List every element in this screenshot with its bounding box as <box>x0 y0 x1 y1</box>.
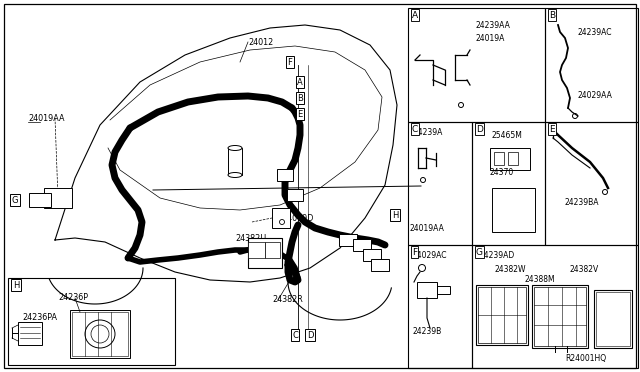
Text: 24239AC: 24239AC <box>578 28 612 36</box>
Text: 24019A: 24019A <box>476 33 506 42</box>
Text: 24019AA: 24019AA <box>410 224 445 232</box>
Bar <box>408 8 545 122</box>
Bar <box>492 188 535 232</box>
Bar <box>44 188 72 208</box>
Text: 24382W: 24382W <box>495 266 527 275</box>
Text: F: F <box>412 247 417 257</box>
Bar <box>277 169 293 181</box>
Bar <box>228 148 242 175</box>
Text: 24029AA: 24029AA <box>578 90 613 99</box>
Text: B: B <box>297 93 303 103</box>
Text: 24012: 24012 <box>248 38 273 46</box>
Bar <box>437 286 450 294</box>
Text: E: E <box>549 125 555 134</box>
Text: 24029AC: 24029AC <box>413 250 447 260</box>
Text: 25465M: 25465M <box>492 131 523 140</box>
Bar <box>70 310 130 358</box>
Bar <box>408 122 472 245</box>
Text: H: H <box>392 211 398 219</box>
Bar <box>472 245 638 368</box>
Text: 24382U: 24382U <box>235 234 266 243</box>
Bar <box>490 148 530 170</box>
Text: 24382V: 24382V <box>570 266 599 275</box>
Text: C: C <box>412 125 419 134</box>
Bar <box>494 152 504 165</box>
Bar <box>339 234 357 246</box>
Text: 24239A: 24239A <box>414 128 444 137</box>
Bar <box>29 193 51 207</box>
Text: A: A <box>412 10 418 19</box>
Text: 24236P: 24236P <box>58 294 88 302</box>
Bar <box>545 122 638 245</box>
Bar <box>508 152 518 165</box>
Text: E: E <box>298 109 303 119</box>
Text: 24239B: 24239B <box>413 327 442 337</box>
Bar <box>371 259 389 271</box>
Bar <box>248 238 282 268</box>
Bar <box>417 282 437 298</box>
Bar <box>18 322 42 345</box>
Ellipse shape <box>228 173 242 177</box>
Bar <box>287 189 303 201</box>
Text: D: D <box>476 125 483 134</box>
Text: A: A <box>297 77 303 87</box>
Bar <box>532 285 588 348</box>
Bar <box>363 249 381 261</box>
Bar <box>596 292 630 346</box>
Bar <box>478 287 526 343</box>
Text: 24239AD: 24239AD <box>480 250 515 260</box>
Text: B: B <box>549 10 555 19</box>
Text: 24239AA: 24239AA <box>476 20 511 29</box>
Bar <box>534 287 586 346</box>
Text: 24388M: 24388M <box>525 276 556 285</box>
Text: 24382R: 24382R <box>272 295 303 305</box>
Text: D: D <box>307 330 313 340</box>
Bar <box>476 285 528 345</box>
Text: 24239BA: 24239BA <box>565 198 600 206</box>
Text: R24001HQ: R24001HQ <box>565 353 606 362</box>
Bar <box>272 208 290 228</box>
Bar <box>8 278 175 365</box>
Bar <box>472 122 545 245</box>
Bar <box>353 239 371 251</box>
Bar <box>248 242 265 258</box>
Bar <box>408 245 472 368</box>
Text: G: G <box>476 247 483 257</box>
Text: 24370: 24370 <box>490 167 515 176</box>
Text: C: C <box>292 330 298 340</box>
Text: H: H <box>13 280 19 289</box>
Text: G: G <box>12 196 19 205</box>
Bar <box>72 312 128 356</box>
Bar <box>545 8 638 122</box>
Text: 24236PA: 24236PA <box>22 314 57 323</box>
Bar <box>265 242 280 258</box>
Text: 24019AA: 24019AA <box>28 113 65 122</box>
Ellipse shape <box>228 145 242 151</box>
Text: 24019D: 24019D <box>282 214 314 222</box>
Text: F: F <box>287 58 292 67</box>
Bar <box>594 290 632 348</box>
